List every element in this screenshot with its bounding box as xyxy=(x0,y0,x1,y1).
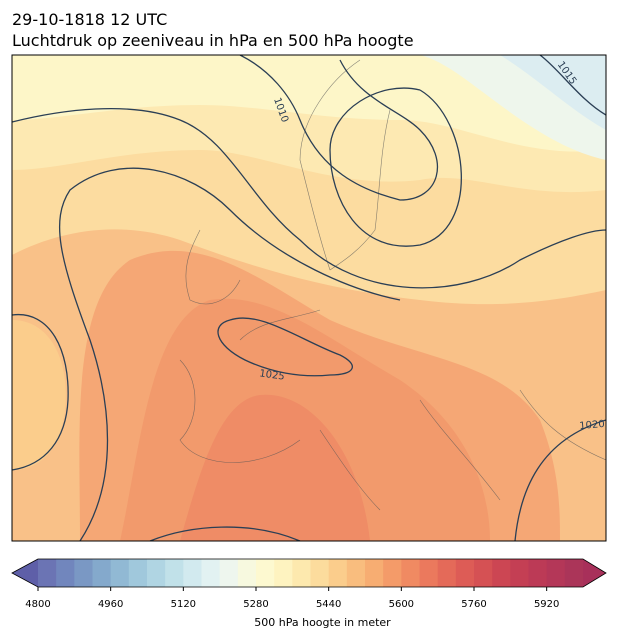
contour-label: 1025 xyxy=(259,368,286,382)
isobar xyxy=(239,55,439,201)
colorbar-bin xyxy=(546,559,566,587)
colorbar-bin xyxy=(419,559,439,587)
colorbar-bin xyxy=(219,559,239,587)
colorbar-bin xyxy=(201,559,221,587)
fill-band xyxy=(12,320,66,470)
colorbar-bin xyxy=(328,559,348,587)
colorbar-bin xyxy=(92,559,112,587)
map-frame xyxy=(11,54,607,542)
colorbar-bin xyxy=(292,559,311,587)
fill-band xyxy=(180,394,370,541)
colorbar-bin xyxy=(528,559,548,587)
title-line-2: Luchtdruk op zeeniveau in hPa en 500 hPa… xyxy=(12,31,414,50)
colorbar-extend xyxy=(12,559,38,587)
colorbar-bin xyxy=(310,559,330,587)
isobar xyxy=(149,526,301,541)
colorbar-bin xyxy=(564,559,584,587)
colorbar-tick-label: 5760 xyxy=(461,599,486,610)
colorbar: 4800 4960 5120 5280 5440 5600 5760 5920 500 hPa … xyxy=(11,558,607,629)
colorbar-bin xyxy=(510,559,529,587)
colorbar-bin xyxy=(74,559,93,587)
isobar xyxy=(329,87,462,247)
colorbar-bin xyxy=(256,559,275,587)
colorbar-tick-label: 5440 xyxy=(316,599,341,610)
colorbar-tick-label: 5280 xyxy=(243,599,268,610)
colorbar-bin xyxy=(365,559,384,587)
colorbar-bin xyxy=(237,559,257,587)
colorbar-bin xyxy=(38,559,57,587)
isobar xyxy=(59,167,401,541)
colorbar-tick-label: 4960 xyxy=(98,599,123,610)
colorbar-bin xyxy=(492,559,511,587)
colorbar-bin xyxy=(455,559,475,587)
colorbar-bin xyxy=(437,559,457,587)
colorbar-bin xyxy=(274,559,293,587)
isobar xyxy=(12,314,69,471)
colorbar-bin xyxy=(56,559,75,587)
fill-band xyxy=(500,55,606,130)
colorbar-tick-label: 5600 xyxy=(389,599,414,610)
colorbar-outline xyxy=(11,558,607,588)
colorbar-extend xyxy=(583,559,606,587)
colorbar-tick-label: 5120 xyxy=(171,599,196,610)
colorbar-bin xyxy=(346,559,366,587)
colorbar-bin xyxy=(474,559,493,587)
isobar xyxy=(514,419,606,541)
colorbar-bin xyxy=(183,559,202,587)
isobar xyxy=(539,55,606,116)
colorbar-bin xyxy=(401,559,420,587)
colorbar-bin xyxy=(128,559,148,587)
colorbar-bin xyxy=(110,559,130,587)
fill-band xyxy=(12,55,606,152)
isobar xyxy=(217,317,353,377)
isobar xyxy=(12,107,606,289)
coastline xyxy=(179,59,606,511)
title-line-1: 29-10-1818 12 UTC xyxy=(12,10,167,29)
colorbar-tick-label: 4800 xyxy=(25,599,50,610)
colorbar-label: 500 hPa hoogte in meter xyxy=(254,616,391,629)
colorbar-bin xyxy=(383,559,402,587)
colorbar-bin xyxy=(165,559,184,587)
map xyxy=(12,55,606,541)
colorbar-tick-label: 5920 xyxy=(534,599,559,610)
colorbar-bin xyxy=(147,559,166,587)
contour-label: 1020 xyxy=(579,419,605,432)
